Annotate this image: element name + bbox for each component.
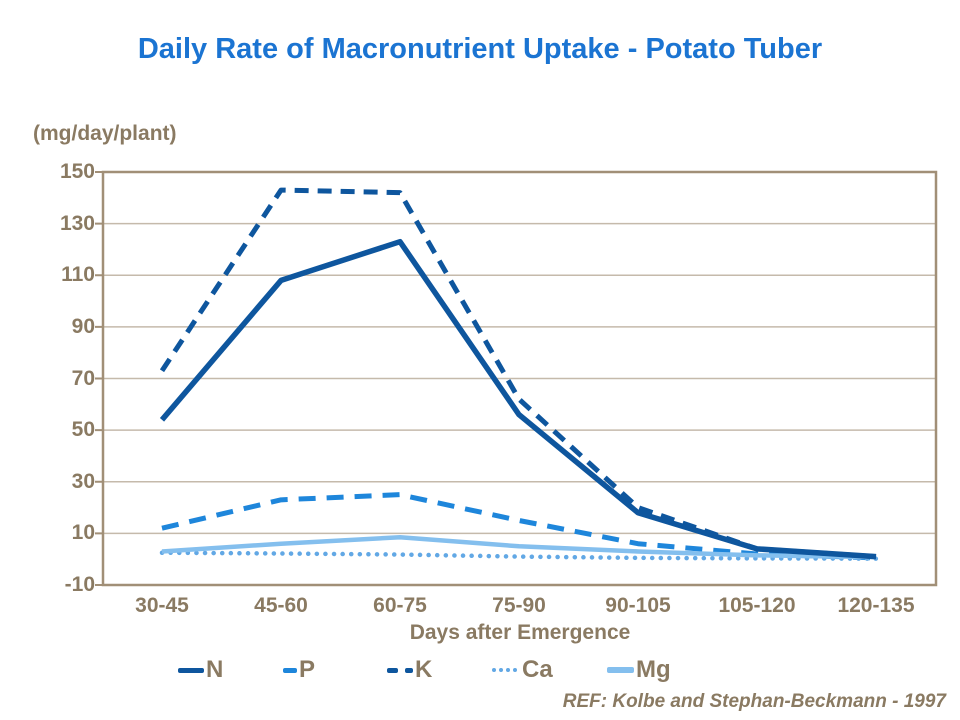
- legend-swatch-mg-solid-line-icon: [607, 667, 634, 673]
- series-line-n: [159, 238, 877, 560]
- legend-line-segment: [405, 667, 413, 673]
- series-line-k: [159, 187, 877, 560]
- y-tick-label: 30: [71, 469, 95, 493]
- x-tick-label: 105-120: [718, 594, 796, 617]
- reference-text: REF: Kolbe and Stephan-Beckmann - 1997: [562, 691, 946, 712]
- legend-label-ca: Ca: [522, 656, 553, 683]
- y-tick-label: 10: [71, 521, 95, 545]
- legend-item-p: P: [283, 654, 315, 686]
- x-tick-label: 90-105: [605, 594, 671, 617]
- legend-dot: [492, 668, 496, 672]
- legend-label-n: N: [206, 656, 224, 683]
- y-tick-label: 50: [71, 418, 95, 442]
- y-tick-label: 150: [59, 160, 95, 183]
- x-tick-label: 30-45: [135, 594, 189, 617]
- chart-title: Daily Rate of Macronutrient Uptake - Pot…: [137, 33, 823, 65]
- legend-label-mg: Mg: [636, 656, 671, 683]
- x-axis-title: Days after Emergence: [409, 621, 631, 644]
- legend-line-segment: [607, 667, 634, 673]
- legend-dot: [513, 668, 517, 672]
- legend-item-k: K: [387, 654, 432, 686]
- x-tick-label: 60-75: [373, 594, 427, 617]
- legend-swatch-n-solid-line-icon: [178, 667, 204, 673]
- y-tick-label: -10: [64, 573, 95, 596]
- legend: N P K Ca Mg: [0, 654, 960, 686]
- legend-line-segment: [387, 667, 398, 673]
- legend-label-k: K: [415, 656, 433, 683]
- x-tick-label: 45-60: [254, 594, 308, 617]
- legend-swatch-ca-dotted-line-icon: [492, 668, 520, 672]
- series-line-ca: [159, 550, 879, 561]
- y-axis-unit-label: (mg/day/plant): [33, 122, 177, 145]
- legend-dot: [506, 668, 510, 672]
- legend-label-p: P: [299, 656, 316, 683]
- legend-line-segment: [178, 667, 204, 673]
- legend-dot: [499, 668, 503, 672]
- legend-item-mg: Mg: [607, 654, 671, 686]
- y-tick-label: 70: [71, 366, 95, 390]
- y-tick-label: 130: [59, 211, 95, 235]
- legend-item-ca: Ca: [492, 654, 553, 686]
- plot-frame: [101, 170, 938, 587]
- legend-line-segment: [283, 667, 297, 673]
- y-tick-label: 90: [71, 314, 95, 338]
- x-tick-label: 75-90: [492, 594, 546, 617]
- y-tick-label: 110: [61, 263, 95, 287]
- legend-swatch-k-dashed-line-icon: [387, 667, 413, 673]
- chart-plot-area: [95, 170, 938, 587]
- legend-item-n: N: [178, 654, 223, 686]
- legend-swatch-p-dashed-line-icon: [283, 667, 297, 673]
- x-tick-label: 120-135: [837, 594, 915, 617]
- series-line-mg: [161, 534, 877, 560]
